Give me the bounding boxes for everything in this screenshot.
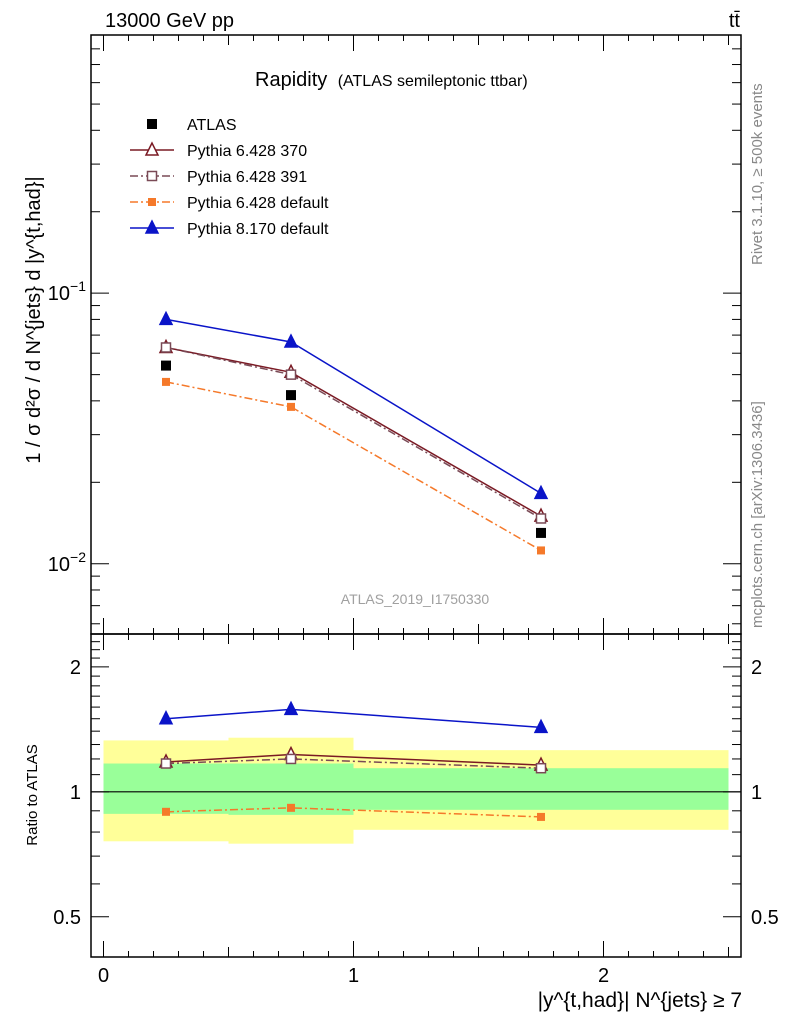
ratio-1-point	[160, 758, 172, 769]
series-1-point	[285, 369, 297, 380]
ratio-1-point	[535, 762, 547, 774]
ratio-tick-label-left: 1	[70, 782, 81, 804]
series-1-point	[160, 342, 172, 353]
legend-label-1: Pythia 6.428 370	[187, 143, 307, 160]
ratio-3-point	[283, 700, 299, 716]
x-tick-label: 1	[348, 965, 359, 987]
atlas-data-point	[161, 360, 171, 371]
title-main: Rapidity	[255, 69, 327, 91]
legend-label-4: Pythia 8.170 default	[187, 221, 329, 238]
ratio-2-point	[162, 807, 170, 816]
ratio-2-point	[287, 803, 295, 812]
ratio-line-1	[165, 758, 542, 769]
atlas-data-point	[286, 390, 296, 401]
process-label: tt̄	[729, 10, 741, 32]
y-tick-label: 10−1	[48, 278, 86, 305]
series-line-2	[165, 381, 542, 552]
legend: ATLAS Pythia 6.428 370 Pythia 6.428 391 Pyt…	[130, 117, 329, 238]
ratio-tick-label-right: 1	[751, 782, 762, 804]
ratio-tick-label-right: 0.5	[751, 907, 779, 929]
series-layer	[158, 310, 549, 821]
legend-marker-3	[148, 198, 156, 206]
title-sub: (ATLAS semileptonic ttbar)	[338, 73, 528, 90]
atlas-data-point	[536, 527, 546, 538]
legend-marker-2	[146, 170, 158, 182]
inner-band-bin-0	[103, 763, 229, 814]
ratio-line-2	[165, 807, 542, 818]
series-2-point	[287, 402, 295, 411]
series-3-point	[533, 484, 549, 500]
ratio-tick-label-left: 2	[70, 657, 81, 679]
rivet-label: Rivet 3.1.10, ≥ 500k events	[749, 83, 766, 265]
x-axis-label: |y^{t,had}| N^{jets} ≥ 7	[538, 989, 742, 1012]
ratio-bands	[91, 737, 741, 844]
legend-label-0: ATLAS	[187, 117, 237, 134]
ratio-3-point	[533, 718, 549, 734]
ratio-y-axis-label: Ratio to ATLAS	[24, 744, 41, 845]
watermark: ATLAS_2019_I1750330	[341, 591, 490, 607]
legend-marker-4	[144, 219, 160, 234]
axes-layer: 0 1 2 10−2 10−1 0.5 0.5 1 1 2 2	[48, 34, 779, 987]
y-axis-label: 1 / σ d²σ / d N^{jets} d |y^{t,had}|	[23, 176, 45, 463]
inner-band-bin-2	[353, 768, 729, 810]
series-2-point	[162, 377, 170, 386]
legend-label-3: Pythia 6.428 default	[187, 195, 329, 212]
series-1-point	[535, 513, 547, 524]
ratio-3-point	[158, 710, 174, 725]
y-axis-label-text: 1 / σ d²σ / d N^{jets} d |y^{t,had}|	[23, 176, 45, 463]
series-3-point	[158, 310, 174, 326]
ratio-1-point	[285, 753, 297, 765]
y-tick-label: 10−2	[48, 549, 86, 576]
mcplots-label: mcplots.cern.ch [arXiv:1306.3436]	[749, 401, 766, 628]
energy-label: 13000 GeV pp	[105, 10, 234, 32]
series-2-point	[537, 546, 545, 555]
series-3-point	[283, 333, 299, 348]
chart-title: Rapidity (ATLAS semileptonic ttbar)	[255, 69, 528, 91]
ratio-line-3	[165, 708, 542, 729]
x-tick-label: 0	[98, 965, 109, 987]
ratio-tick-label-left: 0.5	[53, 907, 81, 929]
x-tick-label: 2	[598, 965, 609, 987]
ratio-2-point	[537, 812, 545, 821]
legend-marker-1	[144, 141, 160, 156]
series-line-0	[165, 346, 542, 517]
ratio-tick-label-right: 2	[751, 657, 762, 679]
ratio-frame	[90, 633, 742, 958]
legend-label-2: Pythia 6.428 391	[187, 169, 307, 186]
series-line-3	[165, 318, 542, 495]
series-line-1	[165, 346, 542, 520]
legend-marker-0	[147, 119, 157, 129]
